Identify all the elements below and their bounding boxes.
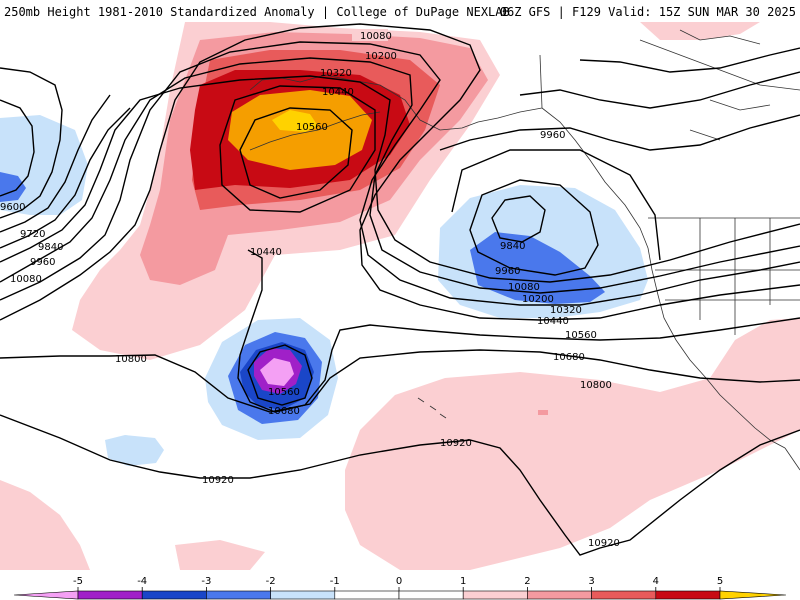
contour-label: 10560 — [296, 122, 328, 133]
contour-labels: 10080 10200 10320 10440 10560 9960 9840 … — [0, 29, 620, 549]
contour-label: 10440 — [322, 87, 354, 98]
contour-label: 10440 — [537, 316, 569, 327]
pos6-anomaly — [272, 110, 318, 132]
colorbar-cell — [206, 590, 271, 600]
colorbar-tick-label: 5 — [717, 576, 723, 587]
contour-label: 10800 — [115, 354, 147, 365]
height-contours — [0, 23, 800, 556]
colorbar-tick-label: -1 — [330, 576, 340, 587]
contour-9960-east — [439, 114, 800, 151]
colorbar-cells — [13, 590, 787, 600]
contour-label: 9960 — [495, 266, 520, 277]
contour-label: 10080 — [360, 31, 392, 42]
colorbar-tick-label: -4 — [137, 576, 147, 587]
contour-9960-west — [0, 107, 131, 249]
canada-coast — [541, 107, 649, 249]
colorbar-cell — [462, 590, 528, 600]
contour-10080 — [0, 75, 800, 283]
colorbar-cell — [719, 590, 787, 600]
hudson-coast — [639, 39, 800, 91]
colorbar: -5 -4 -3 -2 -1 0 1 2 3 4 5 — [13, 576, 787, 600]
colorbar-tick-label: -5 — [73, 576, 83, 587]
alaska-border — [539, 54, 543, 109]
contour-label: 10200 — [365, 51, 397, 62]
pos2-anomaly-small-spot — [538, 410, 548, 415]
colorbar-cell — [527, 590, 592, 600]
contour-10560-ring — [247, 344, 313, 406]
colorbar-cell — [270, 590, 336, 600]
contour-10080-east-arc — [451, 149, 661, 261]
contour-label: 10560 — [565, 330, 597, 341]
contour-9840-west — [0, 94, 111, 233]
contour-label: 9840 — [38, 242, 63, 253]
contour-label: 10080 — [10, 274, 42, 285]
colorbar-cell — [398, 590, 464, 600]
colorbar-tick-label: 3 — [588, 576, 594, 587]
contour-9720-west — [0, 67, 63, 219]
colorbar-ticks: -5 -4 -3 -2 -1 0 1 2 3 4 5 — [73, 576, 723, 591]
contour-10800 — [0, 349, 800, 413]
contour-label: 10320 — [550, 305, 582, 316]
contour-10440-west — [0, 23, 800, 321]
colorbar-tick-label: 2 — [524, 576, 530, 587]
contour-gulf-9840 — [491, 195, 546, 243]
colorbar-cell — [334, 590, 400, 600]
contour-label: 10920 — [440, 438, 472, 449]
anomaly-shading — [0, 22, 800, 570]
contour-label: 10320 — [320, 68, 352, 79]
contour-gulf-9960 — [469, 179, 599, 276]
colorbar-cell — [591, 590, 657, 600]
arctic-islands — [679, 29, 771, 141]
contour-10320 — [0, 41, 800, 306]
map-title: 250mb Height 1981-2010 Standardized Anom… — [4, 5, 510, 19]
contour-high-ring-10560 — [239, 107, 353, 199]
colorbar-tick-label: 0 — [396, 576, 402, 587]
contour-label: 10920 — [588, 538, 620, 549]
pos-anomaly-south — [175, 540, 265, 570]
contour-label: 10080 — [508, 282, 540, 293]
contour-label: 9960 — [30, 257, 55, 268]
colorbar-cell — [13, 590, 79, 600]
neg1-anomaly-small — [105, 435, 164, 466]
contour-label: 10680 — [268, 406, 300, 417]
contour-10680-south — [237, 249, 800, 413]
colorbar-tick-label: 1 — [460, 576, 466, 587]
colorbar-cell — [655, 590, 721, 600]
contour-9840-east — [519, 71, 800, 109]
coastlines — [249, 29, 800, 471]
contour-label: 9720 — [20, 229, 45, 240]
colorbar-cell — [77, 590, 143, 600]
alaska-coast — [249, 74, 543, 131]
contour-high-ring-10440 — [219, 85, 376, 213]
contour-label: 10440 — [250, 247, 282, 258]
contour-label: 9960 — [540, 130, 565, 141]
contour-label: 10680 — [553, 352, 585, 363]
colorbar-tick-label: -2 — [266, 576, 276, 587]
contour-10200 — [0, 57, 800, 294]
colorbar-tick-label: 4 — [653, 576, 659, 587]
contour-10920 — [0, 414, 800, 556]
neg2-anomaly-gulf — [470, 232, 605, 304]
aleutian-chain — [249, 111, 381, 151]
anomaly-map: 10080 10200 10320 10440 10560 9960 9840 … — [0, 22, 800, 570]
label-bg — [352, 29, 388, 41]
neg2-anomaly-west — [0, 172, 26, 202]
hawaii-islands — [417, 397, 447, 419]
contour-label: 10920 — [202, 475, 234, 486]
pos-anomaly-corner — [640, 22, 760, 40]
contour-label: 10200 — [522, 294, 554, 305]
contour-label: 9600 — [0, 202, 25, 213]
colorbar-tick-label: -3 — [201, 576, 211, 587]
pos-anomaly-central-pacific — [345, 318, 800, 570]
contour-label: 9840 — [500, 241, 525, 252]
contour-label: 10800 — [580, 380, 612, 391]
contour-9720-east — [579, 47, 800, 73]
neg5-anomaly-subtropical — [260, 358, 294, 386]
contour-label: 10560 — [268, 387, 300, 398]
model-valid-time: 06Z GFS | F129 Valid: 15Z SUN MAR 30 202… — [499, 5, 796, 19]
mexico-coast — [784, 447, 800, 471]
colorbar-cell — [141, 590, 207, 600]
contour-9600-west — [0, 99, 35, 197]
pos-anomaly-southwest — [0, 480, 90, 570]
